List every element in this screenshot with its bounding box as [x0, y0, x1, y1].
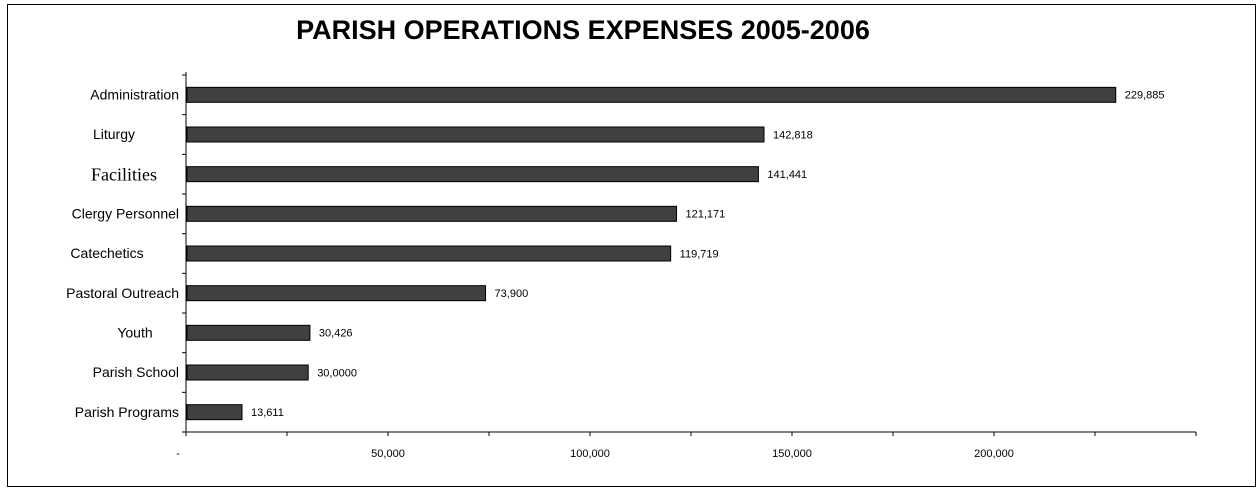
bar [186, 86, 1117, 103]
bar-value-label: 229,885 [1125, 90, 1165, 102]
bar [186, 364, 309, 381]
bar [186, 205, 678, 222]
x-tick-label: 150,000 [772, 448, 812, 460]
category-label: Catechetics [70, 245, 143, 261]
x-tick-label: 100,000 [570, 448, 610, 460]
category-label: Pastoral Outreach [66, 285, 179, 301]
bar-value-label: 13,611 [251, 407, 284, 419]
bar [186, 285, 487, 302]
chart-title: PARISH OPERATIONS EXPENSES 2005-2006 [296, 15, 870, 45]
category-label: Clergy Personnel [72, 206, 179, 222]
category-label: Facilities [91, 164, 157, 184]
x-tick-label: 200,000 [974, 448, 1014, 460]
bar [186, 404, 243, 421]
bar-value-label: 73,900 [495, 288, 529, 300]
bar-value-label: 141,441 [767, 169, 807, 181]
category-label: Parish School [93, 364, 179, 380]
x-tick-label: - [176, 448, 180, 460]
bar-value-label: 30,0000 [317, 367, 357, 379]
category-label: Liturgy [93, 126, 135, 142]
bar [186, 166, 759, 183]
bar-value-label: 142,818 [773, 129, 813, 141]
category-label: Parish Programs [75, 404, 179, 420]
bar-value-label: 30,426 [319, 328, 353, 340]
x-tick-label: 50,000 [371, 448, 405, 460]
bar [186, 245, 672, 262]
bar-value-label: 121,171 [686, 209, 726, 221]
bar [186, 324, 311, 341]
category-label: Youth [117, 325, 152, 341]
bar [186, 126, 765, 143]
bar-value-label: 119,719 [680, 248, 719, 260]
category-label: Administration [90, 87, 179, 103]
